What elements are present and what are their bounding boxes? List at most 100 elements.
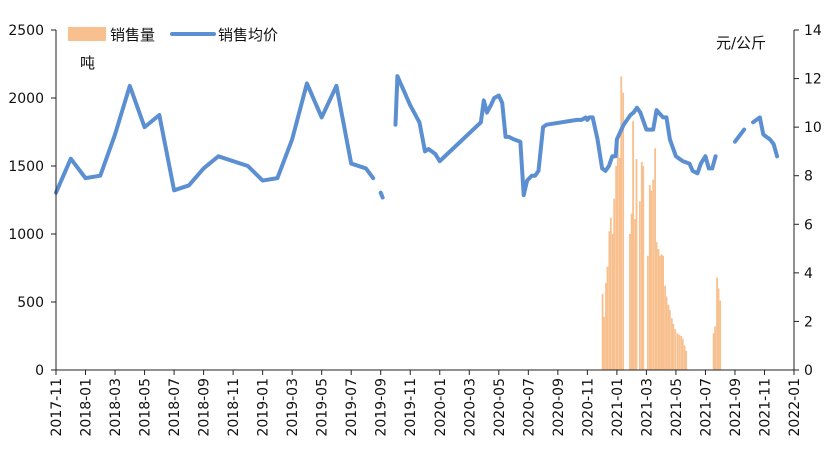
bar-sales-volume-48 bbox=[719, 300, 722, 370]
bar-sales-volume-37 bbox=[674, 329, 677, 370]
bar-sales-volume-31 bbox=[664, 285, 666, 370]
lines-layer bbox=[54, 74, 780, 200]
right-axis-unit: 元/公斤 bbox=[716, 34, 766, 52]
bar-sales-volume-18 bbox=[638, 201, 641, 370]
bar-sales-volume-39 bbox=[678, 334, 681, 370]
line-avg-price-segment-4 bbox=[751, 115, 780, 159]
bar-sales-volume-7 bbox=[613, 198, 616, 370]
x-tick-label-15: 2020-05 bbox=[492, 378, 508, 437]
bar-sales-volume-3 bbox=[606, 266, 609, 370]
bar-sales-volume-41 bbox=[681, 338, 684, 370]
bar-sales-volume-11 bbox=[620, 76, 623, 371]
bar-sales-volume-21 bbox=[646, 255, 649, 370]
bar-sales-volume-26 bbox=[655, 242, 658, 370]
bar-sales-volume-30 bbox=[662, 255, 664, 370]
bar-sales-volume-35 bbox=[670, 318, 673, 370]
line-avg-price-segment-0 bbox=[54, 81, 376, 195]
bar-sales-volume-27 bbox=[657, 248, 660, 370]
bar-sales-volume-5 bbox=[609, 217, 612, 370]
x-tick-label-24: 2021-11 bbox=[757, 378, 773, 437]
line-avg-price-segment-1 bbox=[378, 190, 385, 200]
right-tick-label-6: 12 bbox=[804, 72, 822, 88]
bar-sales-volume-2 bbox=[605, 282, 607, 370]
bar-sales-volume-15 bbox=[632, 121, 634, 371]
x-tick-label-2: 2018-03 bbox=[108, 378, 124, 437]
bar-sales-volume-22 bbox=[648, 185, 651, 370]
x-tick-label-5: 2018-09 bbox=[197, 378, 213, 437]
right-tick-label-0: 0 bbox=[804, 363, 813, 379]
x-tick-label-19: 2021-01 bbox=[610, 378, 626, 437]
bar-sales-volume-24 bbox=[652, 179, 655, 370]
bar-sales-volume-42 bbox=[683, 345, 686, 370]
left-tick-label-1: 500 bbox=[17, 295, 44, 311]
right-tick-label-2: 4 bbox=[804, 266, 813, 282]
bar-sales-volume-36 bbox=[672, 323, 675, 370]
legend-label-sales-volume: 销售量 bbox=[110, 26, 155, 44]
left-tick-label-5: 2500 bbox=[8, 23, 44, 39]
left-tick-label-0: 0 bbox=[35, 363, 44, 379]
x-tick-label-6: 2018-11 bbox=[226, 378, 242, 437]
bar-sales-volume-44 bbox=[712, 333, 715, 370]
x-tick-label-17: 2020-09 bbox=[551, 378, 567, 437]
bar-sales-volume-9 bbox=[616, 138, 619, 370]
x-tick-label-18: 2020-11 bbox=[580, 378, 596, 437]
x-tick-label-4: 2018-07 bbox=[167, 378, 183, 437]
bars-layer bbox=[601, 76, 722, 371]
bar-sales-volume-12 bbox=[622, 92, 625, 370]
bar-sales-volume-8 bbox=[615, 166, 618, 370]
bar-sales-volume-46 bbox=[716, 277, 718, 370]
bar-sales-volume-20 bbox=[642, 166, 645, 370]
right-tick-label-3: 6 bbox=[804, 217, 813, 233]
bar-sales-volume-33 bbox=[667, 304, 670, 370]
bar-sales-volume-23 bbox=[650, 190, 653, 370]
line-avg-price-segment-3 bbox=[732, 127, 747, 144]
left-tick-label-4: 2000 bbox=[8, 91, 44, 107]
x-tick-label-9: 2019-05 bbox=[315, 378, 331, 437]
x-tick-label-0: 2017-11 bbox=[49, 378, 65, 437]
bar-sales-volume-29 bbox=[660, 254, 663, 370]
right-tick-label-1: 2 bbox=[804, 314, 813, 330]
x-tick-label-12: 2019-11 bbox=[403, 378, 419, 437]
axes-layer bbox=[51, 29, 799, 375]
x-tick-label-21: 2021-05 bbox=[669, 378, 685, 437]
bar-sales-volume-38 bbox=[676, 333, 679, 370]
bar-sales-volume-32 bbox=[665, 296, 668, 370]
bar-sales-volume-40 bbox=[680, 336, 683, 370]
bar-sales-volume-10 bbox=[618, 157, 621, 370]
bar-sales-volume-47 bbox=[717, 288, 720, 370]
bar-sales-volume-13 bbox=[629, 234, 631, 370]
x-tick-label-23: 2021-09 bbox=[728, 378, 744, 437]
bar-sales-volume-0 bbox=[601, 293, 604, 370]
bar-sales-volume-14 bbox=[630, 213, 633, 370]
bar-sales-volume-17 bbox=[635, 159, 638, 370]
bar-sales-volume-1 bbox=[603, 316, 605, 370]
x-tick-label-1: 2018-01 bbox=[79, 378, 95, 437]
left-axis-unit: 吨 bbox=[80, 54, 95, 72]
x-tick-label-22: 2021-07 bbox=[698, 378, 714, 437]
right-tick-label-7: 14 bbox=[804, 23, 822, 39]
x-tick-label-20: 2021-03 bbox=[639, 378, 655, 437]
bar-sales-volume-43 bbox=[685, 350, 687, 370]
x-tick-label-14: 2020-03 bbox=[462, 378, 478, 437]
x-tick-label-10: 2019-07 bbox=[344, 378, 360, 437]
right-tick-label-5: 10 bbox=[804, 120, 822, 136]
x-tick-label-3: 2018-05 bbox=[138, 378, 154, 437]
labels-layer: 0 500 1000 1500 2000 2500 0 2 4 6 8 10 12 14 2017-11 20… bbox=[8, 23, 822, 437]
x-tick-label-7: 2019-01 bbox=[256, 378, 272, 437]
bar-sales-volume-34 bbox=[668, 310, 671, 370]
line-avg-price-segment-2 bbox=[393, 74, 718, 198]
bar-sales-volume-45 bbox=[714, 326, 717, 370]
bar-sales-volume-4 bbox=[608, 231, 611, 370]
legend: 销售量 销售均价 bbox=[68, 26, 278, 44]
legend-swatch-sales-volume bbox=[68, 27, 106, 41]
x-tick-label-16: 2020-07 bbox=[521, 378, 537, 437]
right-tick-label-4: 8 bbox=[804, 169, 813, 185]
left-tick-label-2: 1000 bbox=[8, 227, 44, 243]
bar-sales-volume-16 bbox=[634, 219, 636, 370]
left-tick-label-3: 1500 bbox=[8, 159, 44, 175]
bar-sales-volume-28 bbox=[659, 255, 661, 370]
x-tick-label-13: 2020-01 bbox=[433, 378, 449, 437]
x-tick-label-8: 2019-03 bbox=[285, 378, 301, 437]
